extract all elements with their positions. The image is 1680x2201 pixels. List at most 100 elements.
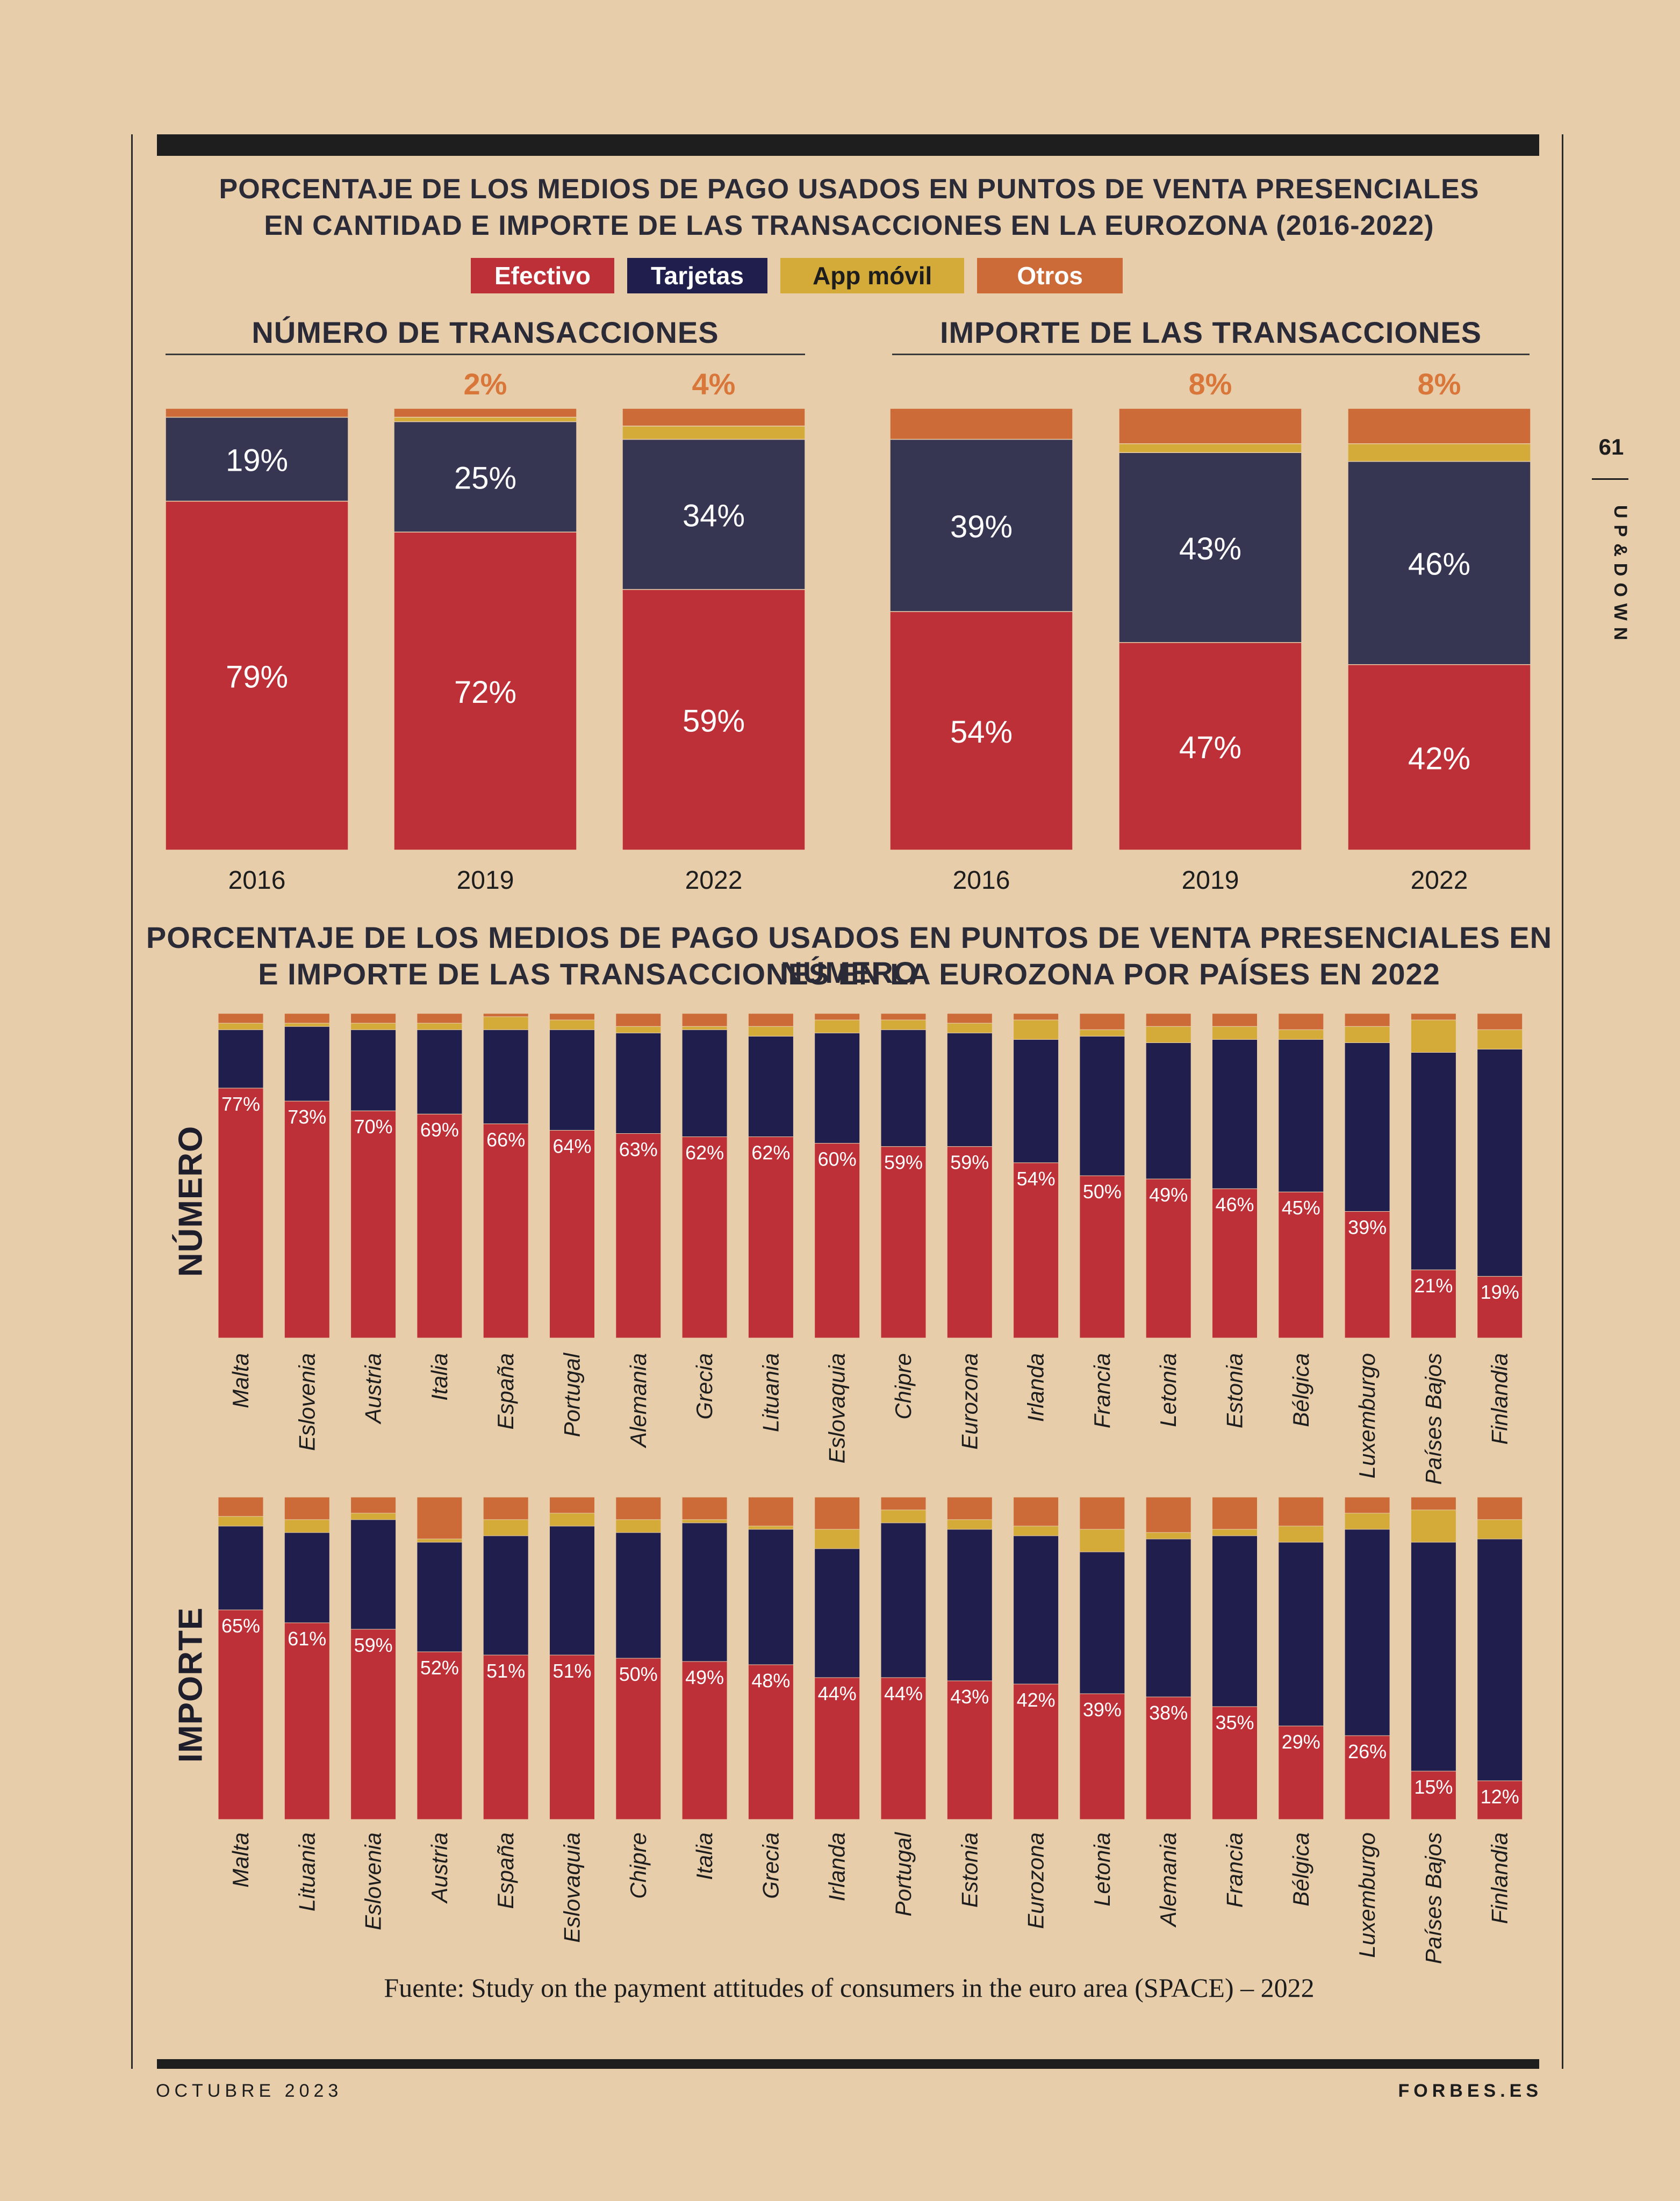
x-tick-3-10: Portugal	[891, 1831, 916, 1916]
bar-efectivo-2-19	[1477, 1276, 1523, 1339]
bar-app-movil-3-5	[549, 1513, 595, 1527]
bar-label-efectivo-2-9: 60%	[818, 1148, 857, 1170]
right-border-line	[1562, 134, 1563, 2069]
bar-efectivo-2-18	[1410, 1269, 1456, 1339]
bar-otros-2-4	[483, 1013, 529, 1017]
bar-label-efectivo-2-0: 77%	[221, 1093, 260, 1115]
bar-otros-3-14	[1145, 1497, 1191, 1533]
footer-date: OCTUBRE 2023	[156, 2081, 343, 2101]
bar-otros-3-2	[350, 1497, 397, 1514]
bar-otros-3-0	[218, 1497, 264, 1517]
bar-tarjetas-2-2	[350, 1029, 397, 1111]
bar-tarjetas-2-7	[681, 1029, 728, 1138]
bar-label-efectivo-3-9: 44%	[818, 1682, 857, 1704]
bar-tarjetas-3-16	[1278, 1542, 1324, 1727]
bar-otros-0-2022	[622, 408, 806, 427]
bar-app-movil-3-8	[748, 1526, 794, 1530]
bar-efectivo-2-9	[814, 1143, 860, 1339]
x-tick-3-0: Malta	[228, 1832, 253, 1888]
x-tick-2-14: Letonia	[1155, 1353, 1181, 1427]
bar-otros-2-0	[218, 1013, 264, 1024]
bar-label-efectivo-2-10: 59%	[884, 1152, 923, 1174]
bar-tarjetas-3-2	[350, 1519, 397, 1630]
bar-label-efectivo-3-15: 35%	[1215, 1711, 1254, 1734]
bar-efectivo-2-0	[218, 1088, 264, 1339]
x-tick-2-8: Lituania	[758, 1353, 783, 1432]
bar-label-efectivo-2-11: 59%	[950, 1152, 989, 1174]
bar-tarjetas-3-9	[814, 1548, 860, 1678]
bar-efectivo-2-17	[1344, 1211, 1390, 1339]
bar-otros-2-11	[946, 1013, 993, 1024]
x-tick-0-2022: 2022	[685, 866, 743, 895]
x-tick-0-2019: 2019	[457, 866, 514, 895]
bar-efectivo-3-5	[549, 1655, 595, 1820]
bar-otros-3-4	[483, 1497, 529, 1520]
bar-tarjetas-3-7	[681, 1522, 728, 1662]
bar-app-movil-2-9	[814, 1019, 860, 1033]
bar-label-efectivo-2-16: 45%	[1282, 1197, 1320, 1219]
x-tick-3-8: Grecia	[758, 1832, 783, 1899]
x-tick-2-7: Grecia	[692, 1353, 717, 1420]
bar-tarjetas-2-14	[1145, 1042, 1191, 1179]
bar-tarjetas-3-13	[1079, 1551, 1125, 1694]
bar-app-movil-3-3	[417, 1538, 463, 1543]
bar-label-efectivo-3-8: 48%	[751, 1670, 790, 1692]
bar-app-movil-3-19	[1477, 1519, 1523, 1540]
bottom-title-line-2: E IMPORTE DE LAS TRANSACCIONES EN LA EUR…	[258, 957, 1440, 991]
bar-app-movil-3-1	[284, 1519, 330, 1533]
x-tick-2-16: Bélgica	[1288, 1353, 1313, 1427]
bar-tarjetas-3-11	[946, 1529, 993, 1681]
bar-tarjetas-0-2022	[622, 438, 806, 590]
bar-otros-2-13	[1079, 1013, 1125, 1030]
bar-efectivo-1-2016	[889, 611, 1073, 851]
x-tick-3-17: Luxemburgo	[1354, 1832, 1380, 1958]
bar-label-efectivo-3-19: 12%	[1481, 1786, 1519, 1808]
bar-tarjetas-2-11	[946, 1032, 993, 1147]
x-tick-3-6: Chipre	[626, 1832, 651, 1899]
annotation-0-2022: 4%	[692, 367, 736, 401]
x-tick-3-13: Letonia	[1089, 1832, 1115, 1907]
bar-otros-2-6	[615, 1013, 662, 1027]
bar-efectivo-2-2	[350, 1110, 397, 1339]
bar-label-efectivo-3-17: 26%	[1348, 1740, 1387, 1763]
bar-tarjetas-2-4	[483, 1029, 529, 1124]
x-tick-2-0: Malta	[228, 1353, 253, 1408]
bar-efectivo-2-3	[417, 1113, 463, 1339]
bar-app-movil-3-9	[814, 1529, 860, 1549]
bar-label-tarjetas-0-2019: 25%	[454, 461, 516, 495]
x-tick-0-2016: 2016	[228, 866, 286, 895]
bar-app-movil-2-4	[483, 1016, 529, 1030]
bar-app-movil-2-8	[748, 1026, 794, 1037]
bar-label-efectivo-3-5: 51%	[552, 1660, 591, 1682]
bar-label-efectivo-2-12: 54%	[1017, 1168, 1056, 1190]
bar-label-efectivo-0-2019: 72%	[454, 675, 516, 710]
bar-label-efectivo-2-7: 62%	[685, 1142, 724, 1164]
bar-tarjetas-3-15	[1212, 1535, 1258, 1707]
page-number: 61	[1598, 434, 1624, 459]
bar-tarjetas-2-9	[814, 1032, 860, 1144]
bar-label-efectivo-2-15: 46%	[1215, 1193, 1254, 1215]
bar-otros-2-19	[1477, 1013, 1523, 1030]
bar-label-efectivo-3-0: 65%	[221, 1615, 260, 1637]
bar-otros-3-16	[1278, 1497, 1324, 1527]
bar-tarjetas-2-10	[880, 1029, 927, 1147]
bar-tarjetas-2-12	[1013, 1039, 1059, 1163]
bar-otros-2-14	[1145, 1013, 1191, 1027]
bar-app-movil-2-12	[1013, 1019, 1059, 1040]
bar-label-efectivo-2-1: 73%	[288, 1106, 326, 1128]
bar-efectivo-3-8	[748, 1664, 794, 1820]
bar-label-efectivo-0-2016: 79%	[226, 659, 288, 694]
bar-otros-3-19	[1477, 1497, 1523, 1520]
bar-app-movil-3-16	[1278, 1526, 1324, 1543]
bar-app-movil-0-2022	[622, 426, 806, 440]
bar-label-efectivo-3-14: 38%	[1149, 1702, 1188, 1724]
annotation-0-2019: 2%	[464, 367, 507, 401]
bar-efectivo-3-17	[1344, 1735, 1390, 1820]
x-tick-2-2: Austria	[361, 1353, 386, 1425]
bar-otros-2-15	[1212, 1013, 1258, 1027]
bar-label-efectivo-2-17: 39%	[1348, 1216, 1387, 1238]
bar-app-movil-2-6	[615, 1026, 662, 1033]
bar-label-efectivo-1-2022: 42%	[1408, 741, 1470, 776]
bar-label-tarjetas-0-2016: 19%	[226, 443, 288, 478]
bar-efectivo-3-3	[417, 1651, 463, 1820]
